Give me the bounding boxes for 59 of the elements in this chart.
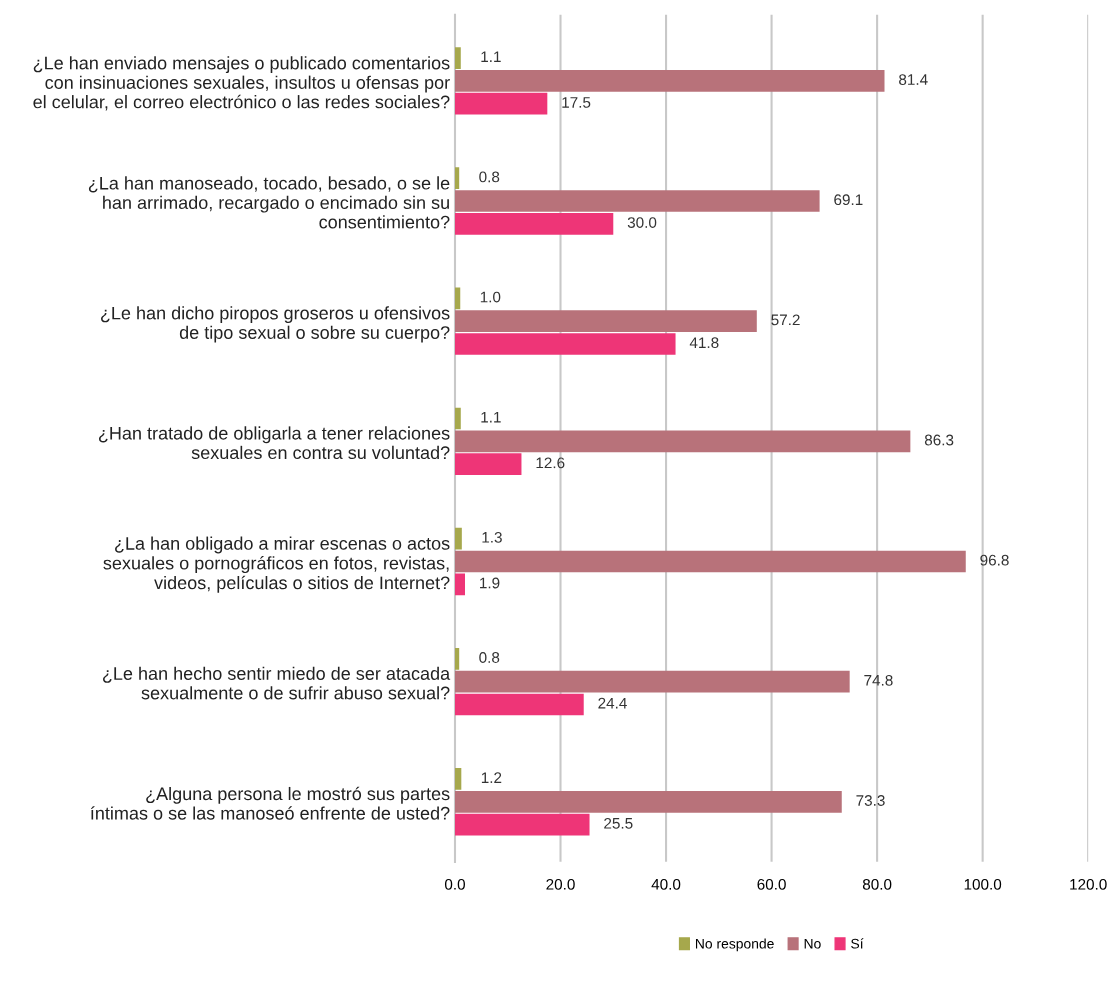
bar bbox=[454, 190, 820, 212]
bar bbox=[454, 647, 460, 670]
y-tick-label: ¿Le han hecho sentir miedo de ser atacada sexualmente o de sufrir abuso sexual? bbox=[103, 666, 451, 700]
data-label: 1.3 bbox=[482, 531, 502, 543]
legend-label: No bbox=[804, 938, 821, 949]
data-label: 1.9 bbox=[480, 577, 500, 589]
data-label: 69.1 bbox=[834, 194, 863, 206]
bar bbox=[454, 550, 966, 573]
x-tick-label: 120.0 bbox=[1070, 878, 1107, 890]
data-label: 30.0 bbox=[627, 217, 657, 228]
bar bbox=[454, 430, 911, 453]
bar bbox=[454, 693, 584, 716]
x-tick-label: 20.0 bbox=[546, 878, 575, 890]
bar bbox=[454, 407, 461, 430]
data-label: 74.8 bbox=[864, 674, 893, 686]
y-tick-label: ¿Han tratado de obligarla a tener relaciones sexuales en contra su voluntad? bbox=[99, 426, 450, 460]
bar bbox=[454, 527, 462, 550]
legend-label: No responde bbox=[695, 938, 774, 952]
bar bbox=[454, 453, 522, 475]
data-label: 81.4 bbox=[899, 74, 928, 85]
data-label: 25.5 bbox=[604, 817, 633, 829]
data-label: 73.3 bbox=[856, 795, 885, 806]
bar bbox=[454, 790, 842, 813]
data-label: 1.1 bbox=[481, 51, 501, 62]
bar bbox=[454, 333, 676, 355]
data-label: 41.8 bbox=[689, 337, 719, 349]
y-tick-label: ¿Alguna persona le mostró sus partes íntimas o se las manoseó enfrente de usted? bbox=[91, 786, 450, 820]
bar bbox=[454, 670, 850, 693]
bar bbox=[454, 573, 465, 596]
x-tick-label: 0.0 bbox=[444, 878, 465, 890]
data-label: 0.8 bbox=[479, 171, 500, 183]
y-tick-label: ¿La han obligado a mirar escenas o actos sexuales o pornográficos en fotos, revistas, videos, películas o sitios de Internet? bbox=[103, 536, 450, 593]
data-label: 1.0 bbox=[480, 291, 501, 303]
data-label: 0.8 bbox=[479, 652, 500, 663]
data-label: 1.2 bbox=[481, 772, 502, 783]
bar bbox=[454, 768, 462, 790]
bar bbox=[454, 287, 461, 310]
bar bbox=[454, 47, 461, 69]
data-label: 1.1 bbox=[481, 411, 501, 423]
data-label: 57.2 bbox=[771, 314, 800, 326]
legend-label: Sí bbox=[851, 938, 864, 949]
bar bbox=[454, 310, 757, 333]
bar bbox=[454, 70, 885, 92]
data-label: 17.5 bbox=[562, 97, 591, 108]
y-tick-label: ¿La han manoseado, tocado, besado, o se le han arrimado, recargado o encimado sin su consentimiento? bbox=[88, 176, 450, 229]
y-tick-label: ¿Le han dicho piropos groseros u ofensivos de tipo sexual o sobre su cuerpo? bbox=[101, 306, 450, 343]
data-label: 12.6 bbox=[536, 457, 565, 469]
y-tick-label: ¿Le han enviado mensajes o publicado comentarios con insinuaciones sexuales, insultos u ofensas por el celular, el correo electrónico o las redes sociales? bbox=[33, 56, 450, 111]
x-tick-label: 60.0 bbox=[757, 878, 786, 890]
bar bbox=[454, 167, 460, 190]
bar bbox=[454, 813, 590, 836]
x-tick-label: 100.0 bbox=[964, 878, 1002, 890]
data-label: 24.4 bbox=[598, 697, 627, 709]
x-tick-label: 40.0 bbox=[651, 878, 681, 890]
x-tick-label: 80.0 bbox=[862, 878, 892, 890]
data-label: 96.8 bbox=[980, 554, 1009, 566]
data-label: 86.3 bbox=[924, 434, 954, 446]
bar bbox=[454, 92, 548, 115]
bar bbox=[454, 213, 614, 235]
